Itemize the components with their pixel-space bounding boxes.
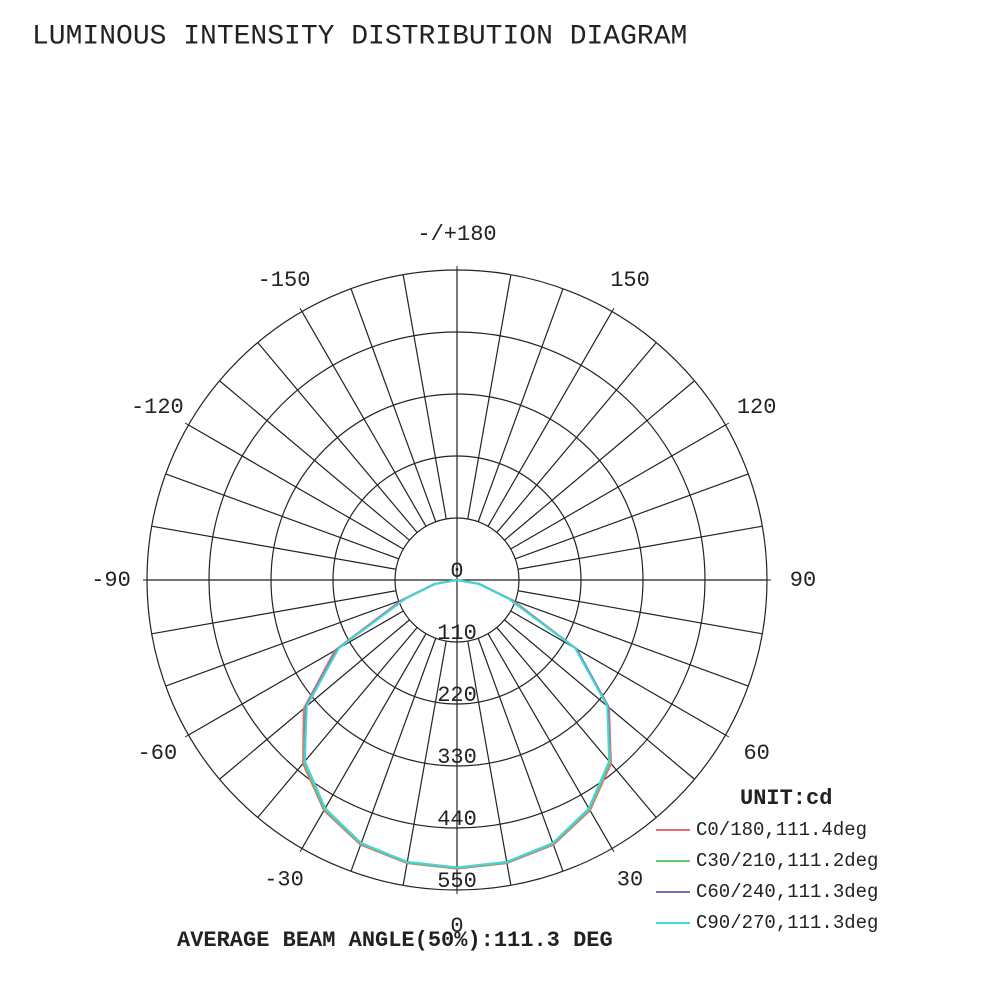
r-tick-label: 220 <box>437 683 477 708</box>
r-tick-label: 0 <box>450 559 463 584</box>
angle-tick <box>725 734 730 738</box>
angle-tick-label: 30 <box>617 867 643 892</box>
r-tick-label: 330 <box>437 745 477 770</box>
angle-tick-label: 60 <box>743 741 769 766</box>
angle-tick <box>725 422 730 426</box>
angle-tick-label: 120 <box>737 395 777 420</box>
r-tick-label: 440 <box>437 807 477 832</box>
r-tick-label: 110 <box>437 621 477 646</box>
angle-tick-label: -30 <box>264 867 304 892</box>
angle-tick-label: 150 <box>610 268 650 293</box>
angle-tick <box>611 307 615 312</box>
angle-tick-label: -120 <box>131 395 184 420</box>
legend-label: C30/210,111.2deg <box>696 850 878 872</box>
angle-tick-label: -150 <box>258 268 311 293</box>
angle-tick <box>611 848 615 853</box>
angle-tick-label: 90 <box>790 568 816 593</box>
angle-tick <box>299 307 303 312</box>
legend-label: C0/180,111.4deg <box>696 819 867 841</box>
angle-tick <box>184 734 189 738</box>
unit-label: UNIT:cd <box>740 786 832 811</box>
grid-ring <box>332 455 582 705</box>
legend-label: C60/240,111.3deg <box>696 881 878 903</box>
footnote: AVERAGE BEAM ANGLE(50%):111.3 DEG <box>177 928 613 953</box>
grid-ring <box>208 331 706 829</box>
angle-tick <box>299 848 303 853</box>
grid-ring <box>270 393 644 767</box>
chart-title: LUMINOUS INTENSITY DISTRIBUTION DIAGRAM <box>32 21 687 52</box>
angle-tick-label: -60 <box>138 741 178 766</box>
intensity-curve <box>303 579 611 869</box>
angle-tick-label: 0 <box>450 914 463 939</box>
angle-tick <box>184 422 189 426</box>
angle-tick-label: -90 <box>91 568 131 593</box>
angle-tick-label: -/+180 <box>417 222 496 247</box>
grid-ring <box>394 517 520 643</box>
legend-label: C90/270,111.3deg <box>696 912 878 934</box>
r-tick-label: 550 <box>437 869 477 894</box>
